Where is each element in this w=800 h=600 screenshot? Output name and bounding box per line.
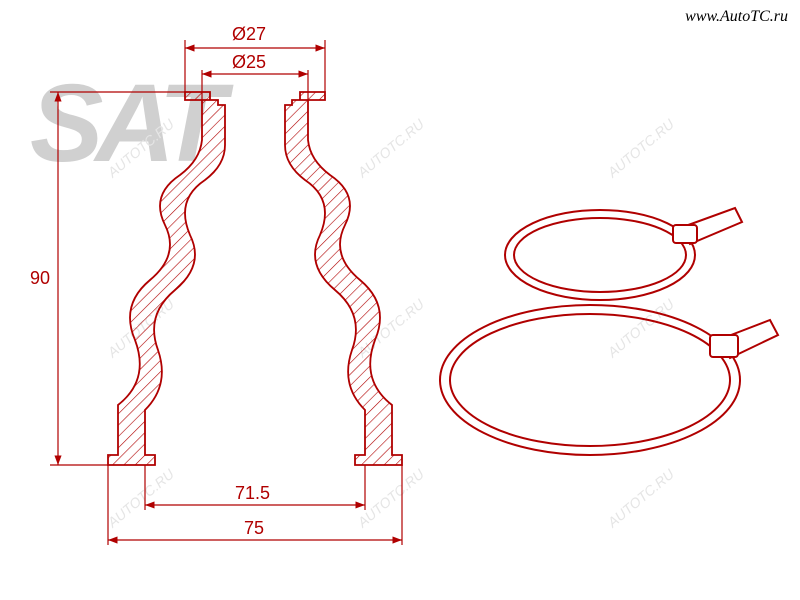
dim-bottom-inner: 71.5 bbox=[235, 483, 270, 504]
clamp-large bbox=[440, 305, 778, 455]
drawing-canvas: SAT AUTOTC.RU AUTOTC.RU AUTOTC.RU AUTOTC… bbox=[0, 0, 800, 600]
dim-height: 90 bbox=[30, 268, 50, 289]
dim-top-outer: Ø27 bbox=[232, 24, 266, 45]
dim-bottom-outer: 75 bbox=[244, 518, 264, 539]
boot-cross-section bbox=[108, 92, 402, 465]
clamp-small bbox=[505, 208, 742, 300]
drawing-svg bbox=[0, 0, 800, 600]
dim-top-inner: Ø25 bbox=[232, 52, 266, 73]
